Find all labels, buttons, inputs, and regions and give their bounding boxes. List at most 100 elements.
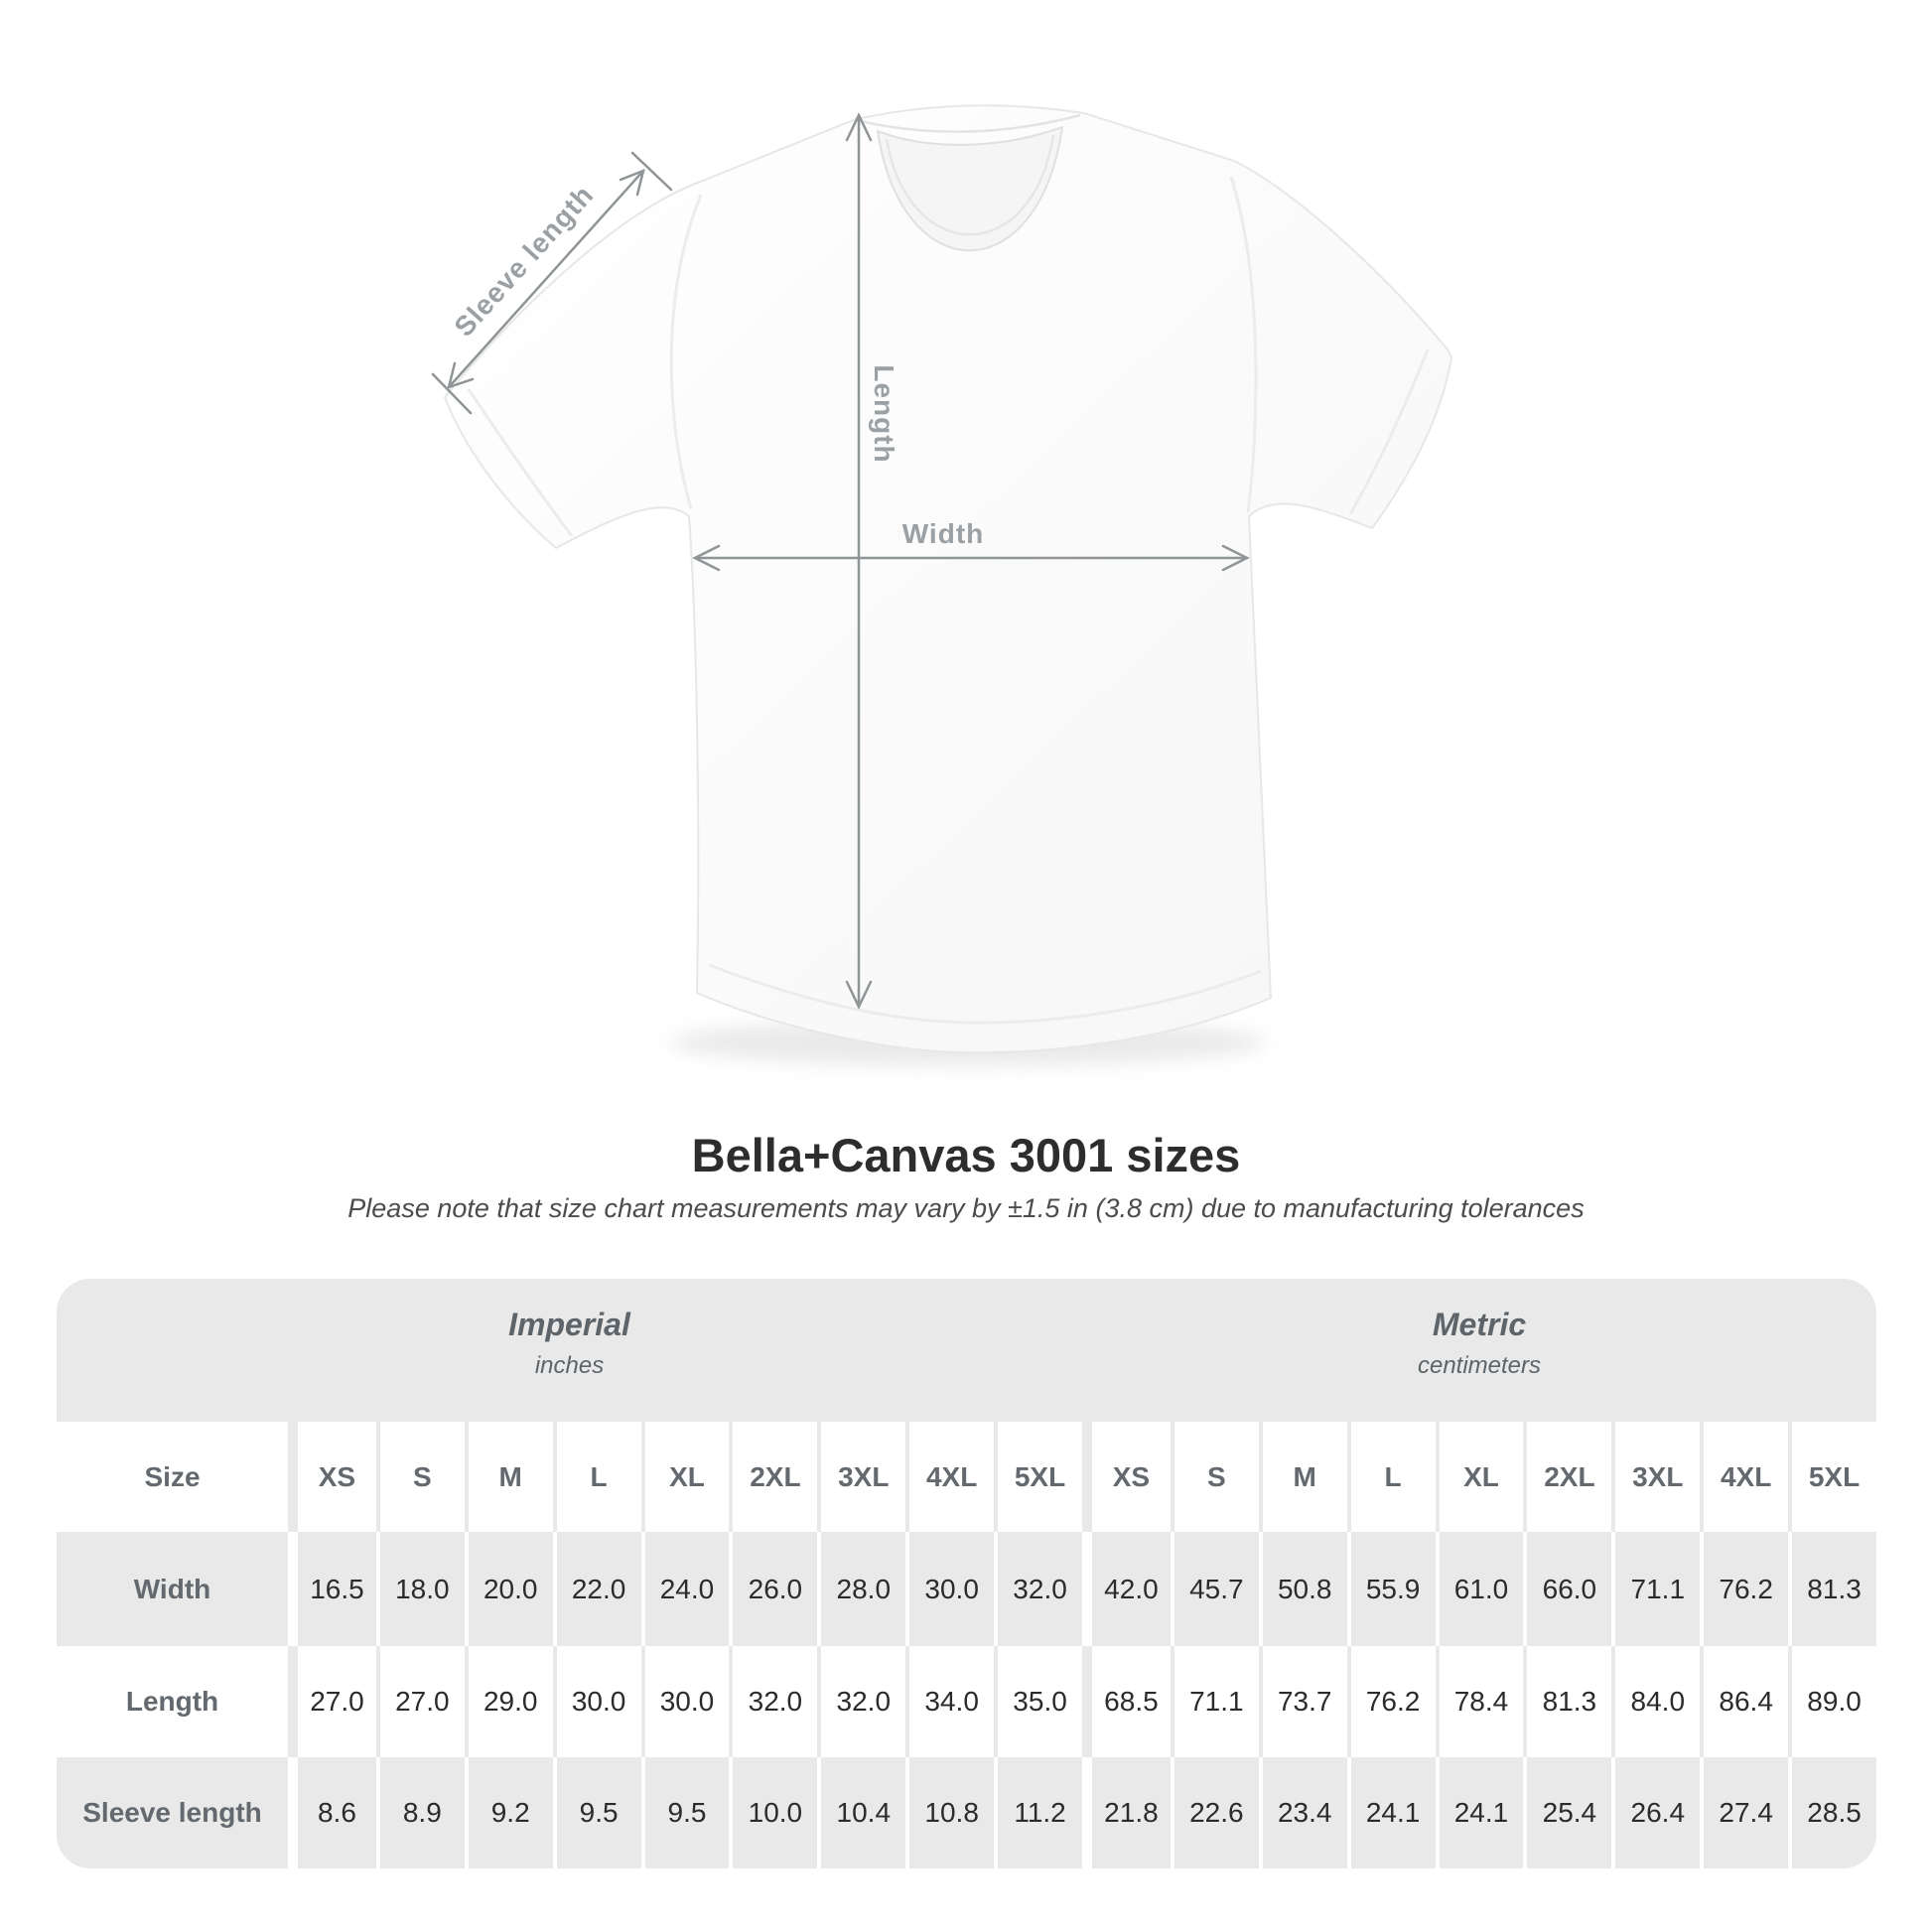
measurement-value: 24.1 xyxy=(1346,1757,1436,1868)
measurement-value: 76.2 xyxy=(1346,1646,1436,1757)
measurement-value: 32.0 xyxy=(729,1646,818,1757)
size-column-header: 4XL xyxy=(1700,1422,1789,1532)
measurement-value: 30.0 xyxy=(640,1646,730,1757)
measurement-value: 45.7 xyxy=(1170,1532,1259,1646)
tshirt-diagram: Sleeve length Length Width xyxy=(431,104,1453,1066)
measurement-value: 11.2 xyxy=(994,1757,1082,1868)
size-header-row: Size XS S M L XL 2XL 3XL 4XL 5XL XS S M L XL 2XL 3XL 4XL 5… xyxy=(57,1422,1876,1532)
measurement-value: 84.0 xyxy=(1611,1646,1701,1757)
size-column-header: 5XL xyxy=(1788,1422,1876,1532)
measurement-value: 30.0 xyxy=(552,1646,641,1757)
measurement-value: 26.0 xyxy=(729,1532,818,1646)
size-column-header: XL xyxy=(640,1422,730,1532)
measurement-value: 8.6 xyxy=(288,1757,376,1868)
tolerance-note: Please note that size chart measurements… xyxy=(347,1193,1585,1223)
size-column-header: XS xyxy=(288,1422,376,1532)
measurement-value: 9.5 xyxy=(640,1757,730,1868)
length-arrow xyxy=(845,112,873,1010)
size-column-header: 4XL xyxy=(905,1422,995,1532)
measurement-value: 30.0 xyxy=(905,1532,995,1646)
measurement-value: 76.2 xyxy=(1700,1532,1789,1646)
row-label: Width xyxy=(57,1532,288,1646)
shirt-collar-band-seam xyxy=(885,134,1055,236)
measurement-value: 66.0 xyxy=(1523,1532,1612,1646)
row-label: Length xyxy=(57,1646,288,1757)
measurement-value: 35.0 xyxy=(994,1646,1082,1757)
measurement-value: 10.8 xyxy=(905,1757,995,1868)
page-title: Bella+Canvas 3001 sizes xyxy=(691,1129,1241,1181)
size-column-header: S xyxy=(1170,1422,1259,1532)
size-column-header: M xyxy=(464,1422,553,1532)
measurement-value: 16.5 xyxy=(288,1532,376,1646)
imperial-label: Imperial xyxy=(508,1307,630,1342)
imperial-section-header: Imperial inches xyxy=(57,1279,1082,1422)
measurement-value: 22.0 xyxy=(552,1532,641,1646)
width-arrow xyxy=(692,544,1250,572)
measurement-value: 27.0 xyxy=(375,1646,465,1757)
measurement-value: 8.9 xyxy=(375,1757,465,1868)
measurement-value: 71.1 xyxy=(1170,1646,1259,1757)
row-label: Sleeve length xyxy=(57,1757,288,1868)
measurement-value: 26.4 xyxy=(1611,1757,1701,1868)
measurement-value: 81.3 xyxy=(1523,1646,1612,1757)
measurement-value: 34.0 xyxy=(905,1646,995,1757)
unit-header-row: Imperial inches Metric centimeters xyxy=(57,1279,1876,1422)
width-label: Width xyxy=(901,518,985,549)
measurement-value: 32.0 xyxy=(817,1646,906,1757)
metric-section-header: Metric centimeters xyxy=(1082,1279,1876,1422)
width-row: Width 16.5 18.0 20.0 22.0 24.0 26.0 28.0 30.0 32.… xyxy=(57,1532,1876,1646)
length-label: Length xyxy=(869,364,899,464)
size-column-header: L xyxy=(1346,1422,1436,1532)
measurement-value: 22.6 xyxy=(1170,1757,1259,1868)
size-column-header: 5XL xyxy=(994,1422,1082,1532)
measurement-value: 71.1 xyxy=(1611,1532,1701,1646)
measurement-value: 68.5 xyxy=(1081,1646,1171,1757)
size-column-header: L xyxy=(552,1422,641,1532)
size-column-header: 3XL xyxy=(1611,1422,1701,1532)
measurement-value: 42.0 xyxy=(1081,1532,1171,1646)
measurement-value: 21.8 xyxy=(1081,1757,1171,1868)
size-column-header: S xyxy=(375,1422,465,1532)
measurement-value: 9.2 xyxy=(464,1757,553,1868)
measurement-value: 27.4 xyxy=(1700,1757,1789,1868)
sleeve-length-row: Sleeve length 8.6 8.9 9.2 9.5 9.5 10.0 10.4 10.8… xyxy=(57,1757,1876,1868)
measurement-value: 28.0 xyxy=(817,1532,906,1646)
measurement-value: 25.4 xyxy=(1523,1757,1612,1868)
measurement-value: 55.9 xyxy=(1346,1532,1436,1646)
measurement-value: 86.4 xyxy=(1700,1646,1789,1757)
measurement-value: 24.1 xyxy=(1435,1757,1524,1868)
measurement-value: 10.4 xyxy=(817,1757,906,1868)
measurement-value: 24.0 xyxy=(640,1532,730,1646)
shirt-back-collar-seam xyxy=(859,113,1081,133)
shirt-body xyxy=(443,104,1453,1054)
metric-unit: centimeters xyxy=(1417,1352,1542,1379)
measurement-value: 23.4 xyxy=(1258,1757,1347,1868)
tshirt-illustration xyxy=(431,104,1453,1066)
shirt-collar-opening xyxy=(876,125,1064,252)
measurement-value: 89.0 xyxy=(1788,1646,1876,1757)
measurement-value: 61.0 xyxy=(1435,1532,1524,1646)
size-column-header: XL xyxy=(1435,1422,1524,1532)
measurement-value: 27.0 xyxy=(288,1646,376,1757)
size-column-header: 2XL xyxy=(729,1422,818,1532)
shirt-seams xyxy=(467,176,1430,1025)
sleeve-length-arrow xyxy=(431,151,673,415)
measurement-value: 10.0 xyxy=(729,1757,818,1868)
measurement-value: 32.0 xyxy=(994,1532,1082,1646)
measurement-value: 20.0 xyxy=(464,1532,553,1646)
measurement-value: 18.0 xyxy=(375,1532,465,1646)
measurement-arrows xyxy=(431,112,1250,1010)
size-column-header: 3XL xyxy=(817,1422,906,1532)
size-header-label: Size xyxy=(57,1422,288,1532)
measurement-value: 9.5 xyxy=(552,1757,641,1868)
length-row: Length 27.0 27.0 29.0 30.0 30.0 32.0 32.0 34.0 35… xyxy=(57,1646,1876,1757)
size-column-header: M xyxy=(1258,1422,1347,1532)
measurement-value: 29.0 xyxy=(464,1646,553,1757)
imperial-unit: inches xyxy=(534,1352,605,1379)
measurement-value: 28.5 xyxy=(1788,1757,1876,1868)
metric-label: Metric xyxy=(1432,1307,1527,1342)
measurement-value: 73.7 xyxy=(1258,1646,1347,1757)
size-column-header: 2XL xyxy=(1523,1422,1612,1532)
size-column-header: XS xyxy=(1081,1422,1171,1532)
